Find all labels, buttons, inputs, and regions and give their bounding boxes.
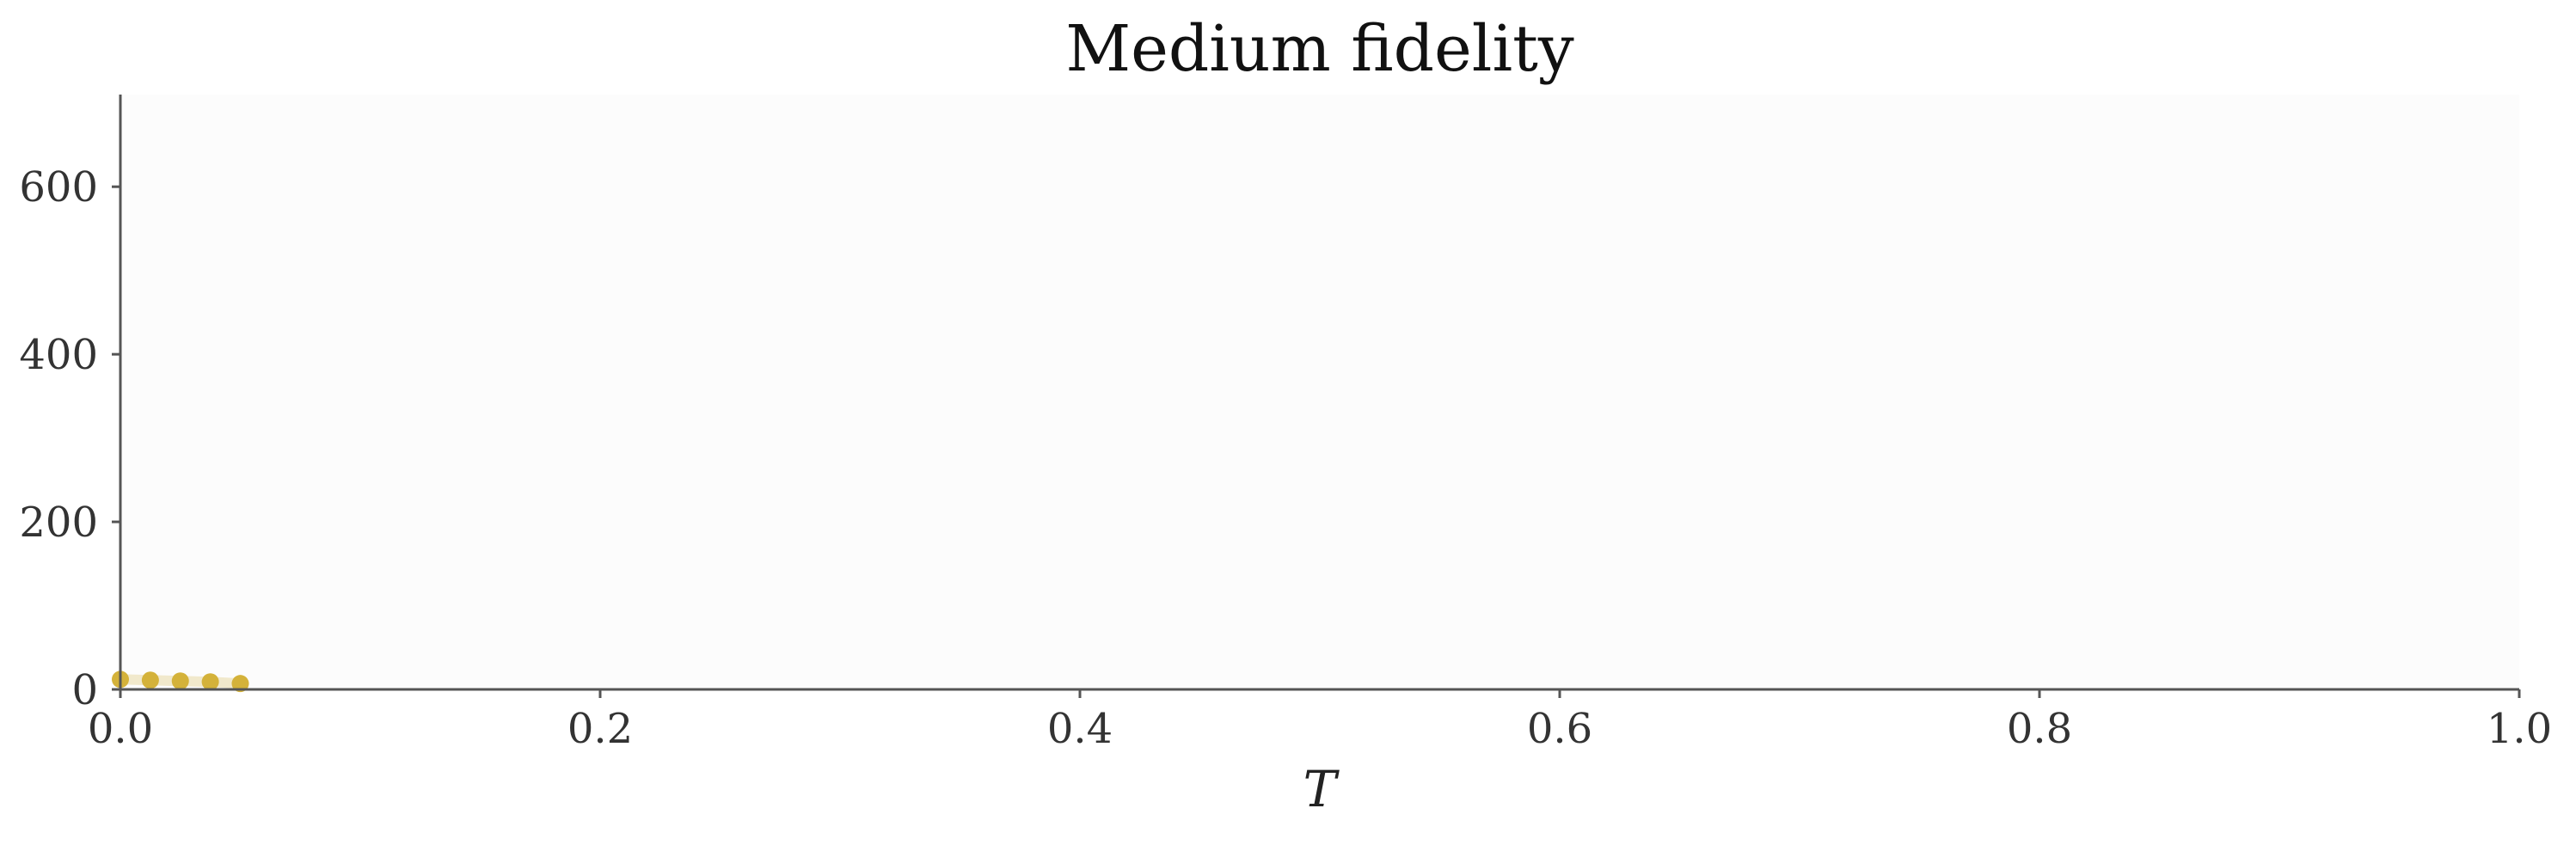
y-tick-label: 400 [19, 331, 98, 379]
ticks-layer: 0.0 0.2 0.4 0.6 0.8 1.0 0 200 400 600 [19, 163, 2552, 753]
axes-layer [119, 95, 2519, 691]
x-axis-label: T [1303, 760, 1340, 818]
x-tick-label: 0.8 [2007, 705, 2072, 753]
data-point [201, 673, 219, 691]
x-tick-label: 0.4 [1047, 705, 1113, 753]
y-tick-label: 0 [71, 666, 98, 714]
data-point [231, 675, 249, 693]
marks-layer [112, 670, 249, 693]
data-point [141, 671, 159, 689]
x-tick-label: 0.6 [1527, 705, 1592, 753]
y-tick-label: 600 [19, 163, 98, 211]
x-tick-label: 0.0 [88, 705, 153, 753]
x-tick-label: 1.0 [2487, 705, 2552, 753]
y-tick-label: 200 [19, 499, 98, 547]
plot-area [120, 95, 2519, 689]
chart-title: Medium fidelity [1065, 12, 1574, 86]
data-point [171, 672, 189, 690]
x-tick-label: 0.2 [567, 705, 633, 753]
